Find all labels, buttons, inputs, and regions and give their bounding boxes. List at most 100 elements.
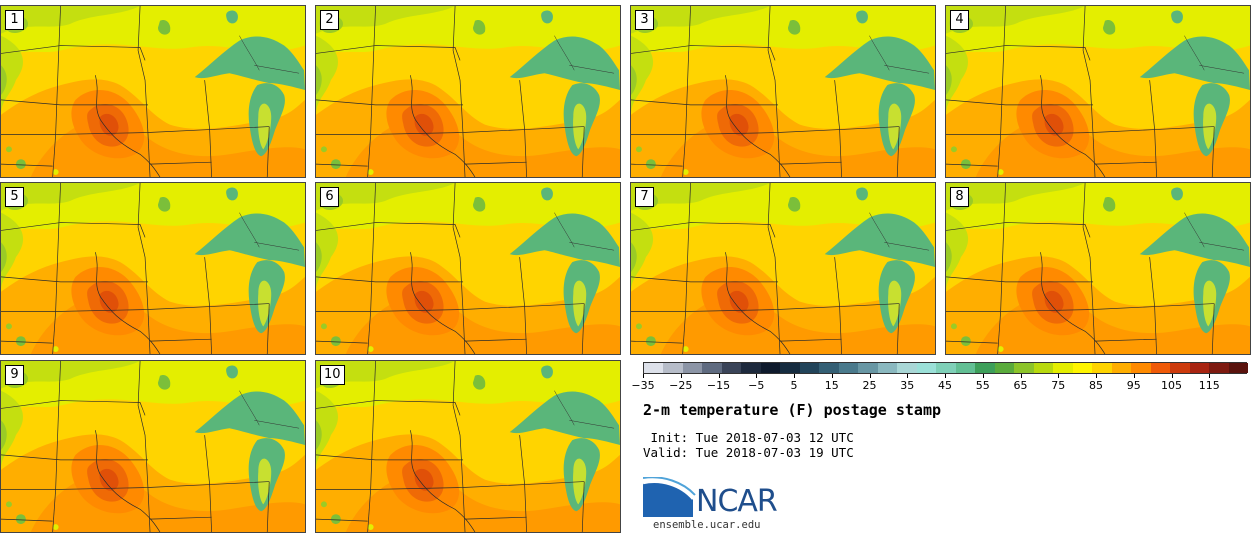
panel-number: 2 [320, 10, 339, 30]
colorbar-tick-label: 15 [824, 379, 839, 392]
colorbar-segment [663, 363, 684, 373]
colorbar-segment [877, 363, 898, 373]
panel-number: 8 [950, 187, 969, 207]
colorbar-segment [1033, 363, 1054, 373]
colorbar-tick [680, 374, 682, 378]
colorbar-segment [1189, 363, 1210, 373]
colorbar-tick-label: −25 [669, 379, 693, 392]
colorbar-segment [975, 363, 996, 373]
colorbar-tick-label: −15 [706, 379, 731, 392]
temperature-map [316, 361, 620, 532]
colorbar-tick [945, 374, 946, 378]
colorbar-tick [907, 374, 909, 378]
postage-stamp-panel[interactable]: 4 [945, 5, 1251, 178]
temperature-map [946, 183, 1250, 354]
colorbar-tick-label: 95 [1126, 379, 1141, 392]
colorbar-tick-label: −35 [631, 379, 655, 392]
postage-stamp-panel[interactable]: 8 [945, 182, 1251, 355]
colorbar-segment [1092, 363, 1113, 373]
colorbar-segment [760, 363, 781, 373]
colorbar-tick-label: 5 [790, 379, 798, 392]
colorbar-segment [819, 363, 840, 373]
colorbar-tick [1020, 374, 1022, 378]
init-time: Init: Tue 2018-07-03 12 UTC [643, 430, 854, 445]
colorbar-tick [756, 374, 758, 378]
colorbar-tick-label: 35 [900, 379, 915, 392]
panel-number: 7 [635, 187, 654, 207]
colorbar-segment [702, 363, 723, 373]
colorbar-segment [1072, 363, 1093, 373]
temperature-map [1, 6, 305, 177]
panel-number: 1 [5, 10, 24, 30]
valid-time: Valid: Tue 2018-07-03 19 UTC [643, 445, 854, 460]
colorbar [643, 362, 1249, 374]
colorbar-tick [794, 374, 795, 378]
colorbar-segment [682, 363, 703, 373]
temperature-map [316, 6, 620, 177]
colorbar-tick [1171, 374, 1173, 378]
colorbar-tick-label: 45 [938, 379, 952, 392]
colorbar-segment [955, 363, 976, 373]
temperature-map [631, 6, 935, 177]
colorbar-tick [869, 374, 871, 378]
colorbar-tick-label: 55 [975, 379, 990, 392]
postage-stamp-panel[interactable]: 3 [630, 5, 936, 178]
colorbar-tick [643, 374, 644, 378]
ncar-logo-icon [643, 477, 696, 517]
colorbar-segment [858, 363, 879, 373]
colorbar-tick-label: 115 [1198, 379, 1220, 392]
postage-stamp-panel[interactable]: 6 [315, 182, 621, 355]
colorbar-tick-label: 75 [1051, 379, 1066, 392]
colorbar-tick [1096, 374, 1097, 378]
colorbar-segment [1131, 363, 1152, 373]
colorbar-segment [936, 363, 957, 373]
temperature-map [946, 6, 1250, 177]
colorbar-tick [831, 374, 833, 378]
colorbar-segment [799, 363, 820, 373]
colorbar-segment [721, 363, 742, 373]
temperature-map [1, 183, 305, 354]
plot-title: 2-m temperature (F) postage stamp [643, 401, 942, 419]
postage-stamp-panel[interactable]: 9 [0, 360, 306, 533]
colorbar-segment [1228, 363, 1249, 373]
postage-stamp-panel[interactable]: 7 [630, 182, 936, 355]
postage-stamp-panel[interactable]: 1 [0, 5, 306, 178]
colorbar-tick [1133, 374, 1135, 378]
colorbar-segment [897, 363, 918, 373]
colorbar-segment [1111, 363, 1132, 373]
panel-number: 9 [5, 365, 24, 385]
colorbar-tick-label: −5 [748, 379, 765, 392]
logo-text: NCAR [696, 484, 778, 519]
colorbar-segment [1150, 363, 1171, 373]
colorbar-tick [718, 374, 720, 378]
site-url[interactable]: ensemble.ucar.edu [653, 519, 761, 531]
colorbar-tick-label: 85 [1089, 379, 1103, 392]
postage-stamp-panel[interactable]: 2 [315, 5, 621, 178]
colorbar-tick-label: 105 [1161, 379, 1182, 392]
postage-stamp-panel[interactable]: 5 [0, 182, 306, 355]
panel-number: 3 [635, 10, 654, 30]
panel-number: 6 [320, 187, 339, 207]
colorbar-segment [1014, 363, 1035, 373]
colorbar-tick [982, 374, 984, 378]
colorbar-tick-label: 25 [862, 379, 877, 392]
colorbar-segment [741, 363, 762, 373]
colorbar-segment [644, 363, 664, 373]
colorbar-segment [780, 363, 801, 373]
postage-stamp-panel[interactable]: 10 [315, 360, 621, 533]
colorbar-tick-label: 65 [1013, 379, 1028, 392]
colorbar-tick [1209, 374, 1211, 378]
panel-number: 10 [320, 365, 345, 385]
temperature-map [631, 183, 935, 354]
panel-number: 4 [950, 10, 969, 30]
colorbar-segment [1170, 363, 1191, 373]
colorbar-tick [1058, 374, 1060, 378]
panel-number: 5 [5, 187, 24, 207]
colorbar-segment [916, 363, 937, 373]
colorbar-segment [1209, 363, 1229, 373]
colorbar-segment [1053, 363, 1074, 373]
temperature-map [316, 183, 620, 354]
colorbar-segment [838, 363, 859, 373]
colorbar-segment [994, 363, 1015, 373]
temperature-map [1, 361, 305, 532]
